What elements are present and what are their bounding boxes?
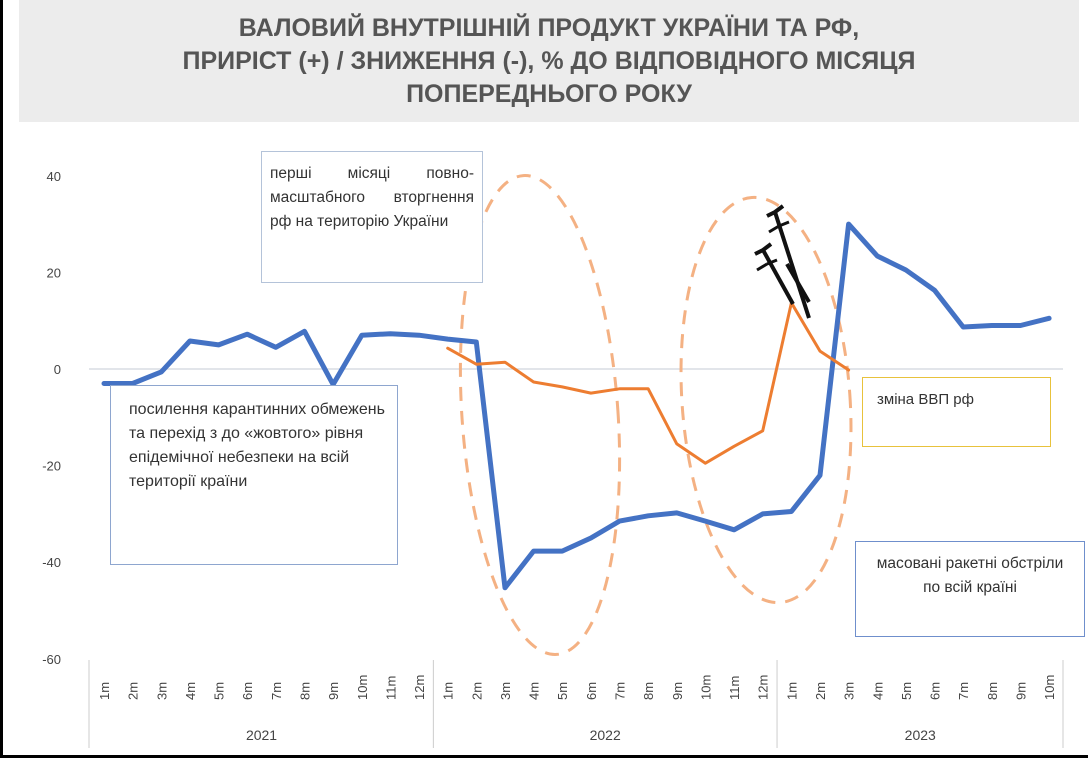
y-tick-label: 0 [54, 362, 61, 377]
series-line-russia [446, 301, 851, 465]
x-tick-label: 3m [498, 682, 513, 700]
x-tick-label: 8m [641, 682, 656, 700]
x-tick-label: 9m [326, 682, 341, 700]
annotation-invasion: перші місяці повно-масштабного вторгненн… [261, 151, 483, 283]
missile-icon [785, 262, 811, 304]
x-tick-label: 1m [441, 682, 456, 700]
x-tick-label: 6m [240, 682, 255, 700]
year-label: 2023 [905, 727, 936, 743]
year-label: 2022 [590, 727, 621, 743]
x-tick-label: 10m [355, 675, 370, 700]
x-tick-label: 4m [183, 682, 198, 700]
series-line-ukraine [101, 221, 1052, 591]
x-tick-label: 8m [297, 682, 312, 700]
line-chart: 40 20 0 -20 -40 -60 1m 2m 3m 4m 5m 6m 7m 8m 9m 10m 11m 12… [42, 169, 1064, 748]
y-tick-label: -20 [42, 459, 61, 474]
x-tick-label: 10m [698, 675, 713, 700]
x-tick-label: 5m [212, 682, 227, 700]
x-tick-label: 4m [870, 682, 885, 700]
x-tick-label: 12m [412, 675, 427, 700]
annotation-missiles: масовані ракетні обстріли по всій країні [855, 541, 1085, 637]
chart-title: ВАЛОВИЙ ВНУТРІШНІЙ ПРОДУКТ УКРАЇНИ ТА РФ… [182, 14, 916, 108]
y-tick-label: -40 [42, 555, 61, 570]
title-band [19, 0, 1079, 122]
y-tick-label: -60 [42, 652, 61, 667]
x-tick-label: 6m [584, 682, 599, 700]
x-tick-label: 9m [1013, 682, 1028, 700]
x-tick-label: 6m [928, 682, 943, 700]
x-tick-label: 9m [670, 682, 685, 700]
x-tick-label: 12m [756, 675, 771, 700]
missile-icon [754, 242, 795, 305]
highlight-ellipse-invasion [458, 174, 622, 656]
x-tick-label: 5m [555, 682, 570, 700]
annotation-russia-gdp: зміна ВВП рф [862, 377, 1051, 447]
x-tick-label: 7m [613, 682, 628, 700]
annotation-quarantine: посилення карантинних обмежень та перехі… [110, 385, 398, 565]
x-tick-label: 5m [899, 682, 914, 700]
x-tick-label: 2m [469, 682, 484, 700]
year-label: 2021 [246, 727, 277, 743]
missile-icon [766, 204, 811, 319]
x-tick-label: 3m [154, 682, 169, 700]
x-tick-label: 1m [784, 682, 799, 700]
x-tick-label: 2m [126, 682, 141, 700]
highlight-ellipse-missiles [679, 195, 853, 605]
x-tick-label: 4m [527, 682, 542, 700]
x-tick-label: 10m [1042, 675, 1057, 700]
x-tick-label: 1m [97, 682, 112, 700]
x-tick-label: 7m [269, 682, 284, 700]
x-tick-label: 2m [813, 682, 828, 700]
y-tick-label: 20 [47, 265, 61, 280]
x-tick-label: 11m [727, 676, 742, 700]
x-tick-label: 3m [842, 682, 857, 700]
x-tick-label: 11m [383, 676, 398, 700]
y-tick-label: 40 [47, 169, 61, 184]
x-tick-label: 8m [985, 682, 1000, 700]
x-tick-label: 7m [956, 682, 971, 700]
